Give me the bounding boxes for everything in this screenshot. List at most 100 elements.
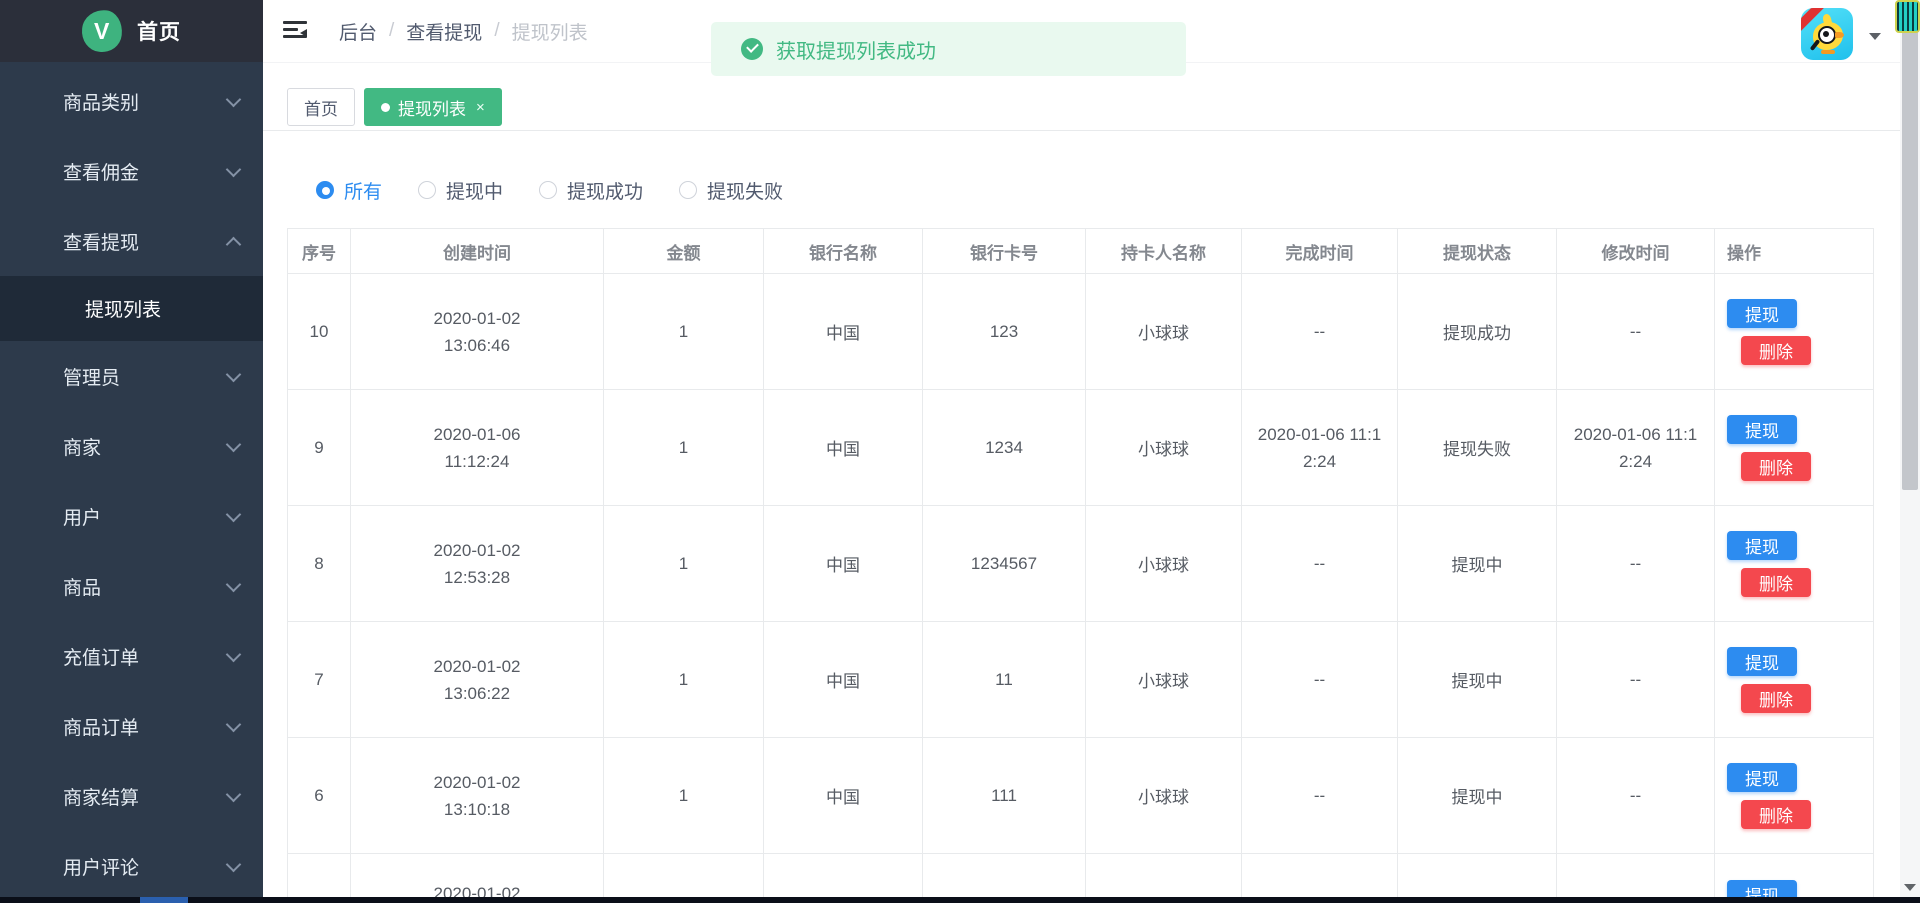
vertical-scrollbar (1900, 0, 1920, 897)
col-header-amount: 金额 (604, 228, 764, 274)
sidebar-item-merchant[interactable]: 商家 (0, 411, 263, 481)
cell-actions: 提现 删除 (1715, 854, 1874, 897)
filter-all[interactable]: 所有 (316, 177, 382, 204)
sidebar-collapse-icon[interactable] (283, 21, 307, 41)
cell-card (923, 854, 1086, 897)
bottom-taskbar-strip (0, 897, 1920, 903)
sidebar-item-admin[interactable]: 管理员 (0, 341, 263, 411)
table-row: 8 2020-01-02 12:53:28 1 中国 1234567 小球球 --… (287, 506, 1874, 622)
filter-withdrawing[interactable]: 提现中 (418, 177, 503, 204)
col-header-num: 序号 (287, 228, 351, 274)
withdraw-button[interactable]: 提现 (1727, 298, 1797, 328)
cell-num: 10 (287, 274, 351, 390)
tab-withdraw-list[interactable]: 提现列表 × (364, 88, 502, 126)
chevron-up-icon (225, 236, 242, 252)
breadcrumb-backend[interactable]: 后台 (339, 22, 378, 44)
cell-bank (764, 854, 923, 897)
tab-strip: 首页 提现列表 × (287, 88, 502, 126)
cell-created: 2020-01-06 11:12:24 (351, 390, 604, 506)
tab-close-icon[interactable]: × (476, 98, 485, 116)
col-header-bank: 银行名称 (764, 228, 923, 274)
chevron-down-icon (225, 716, 242, 732)
active-tab-dot-icon (381, 102, 390, 112)
sidebar-subitem-withdraw-list-active[interactable]: 提现列表 (0, 276, 263, 341)
col-header-card: 银行卡号 (923, 228, 1086, 274)
cell-card: 1234567 (923, 506, 1086, 622)
table-header-row: 序号 创建时间 金额 银行名称 银行卡号 持卡人名称 完成时间 提现状态 修改时… (287, 228, 1874, 274)
cell-amount: 1 (604, 738, 764, 854)
browser-extension-badge[interactable] (1895, 0, 1920, 33)
col-header-actions: 操作 (1715, 228, 1874, 274)
sidebar-menu: 商品类别 查看佣金 查看提现 提现列表 管理员 商家 (0, 66, 263, 901)
tab-divider (263, 130, 1920, 131)
cell-holder: 小球球 (1086, 738, 1242, 854)
chevron-down-icon (225, 161, 242, 177)
radio-icon (539, 181, 558, 199)
col-header-status: 提现状态 (1398, 228, 1557, 274)
cell-finish: 2020-01-06 11:12:24 (1242, 390, 1398, 506)
cell-holder: 小球球 (1086, 622, 1242, 738)
delete-button[interactable]: 删除 (1741, 799, 1811, 829)
tab-home[interactable]: 首页 (287, 88, 355, 126)
sidebar-item-view-withdraw[interactable]: 查看提现 (0, 206, 263, 276)
table-row: 7 2020-01-02 13:06:22 1 中国 11 小球球 -- 提现中 … (287, 622, 1874, 738)
table-row: 9 2020-01-06 11:12:24 1 中国 1234 小球球 2020-… (287, 390, 1874, 506)
sidebar-item-recharge-orders[interactable]: 充值订单 (0, 621, 263, 691)
delete-button[interactable]: 删除 (1741, 451, 1811, 481)
scrollbar-thumb[interactable] (1902, 22, 1918, 490)
success-check-icon (741, 38, 763, 60)
chevron-down-icon (225, 576, 242, 592)
delete-button[interactable]: 删除 (1741, 335, 1811, 365)
table-row: 6 2020-01-02 13:10:18 1 中国 111 小球球 -- 提现中… (287, 738, 1874, 854)
cell-status: 提现中 (1398, 738, 1557, 854)
cell-modified: -- (1557, 622, 1715, 738)
chevron-down-icon (225, 366, 242, 382)
cell-amount: 1 (604, 274, 764, 390)
cell-actions: 提现 删除 (1715, 506, 1874, 622)
sidebar-item-merchant-settlement[interactable]: 商家结算 (0, 761, 263, 831)
withdraw-button[interactable]: 提现 (1727, 880, 1797, 897)
filter-withdraw-fail[interactable]: 提现失败 (679, 177, 783, 204)
sidebar-item-view-commission[interactable]: 查看佣金 (0, 136, 263, 206)
withdraw-button[interactable]: 提现 (1727, 414, 1797, 444)
withdraw-button[interactable]: 提现 (1727, 530, 1797, 560)
cell-modified: 2020-01-06 11:12:24 (1557, 390, 1715, 506)
breadcrumb-separator: / (494, 20, 500, 41)
cell-status: 提现失败 (1398, 390, 1557, 506)
table-row: 10 2020-01-02 13:06:46 1 中国 123 小球球 -- 提现… (287, 274, 1874, 390)
alert-message: 获取提现列表成功 (776, 40, 936, 63)
chevron-down-icon (225, 786, 242, 802)
cell-bank: 中国 (764, 506, 923, 622)
sidebar-item-goods-category[interactable]: 商品类别 (0, 66, 263, 136)
breadcrumb-view-withdraw[interactable]: 查看提现 (406, 22, 483, 44)
sidebar-item-user[interactable]: 用户 (0, 481, 263, 551)
cell-holder (1086, 854, 1242, 897)
cell-created: 2020-01-02 (351, 854, 604, 897)
scrollbar-down-arrow-icon[interactable] (1904, 884, 1916, 891)
cell-actions: 提现 删除 (1715, 622, 1874, 738)
table-row: 2020-01-02 提现 删除 (287, 854, 1874, 897)
withdraw-button[interactable]: 提现 (1727, 762, 1797, 792)
delete-button[interactable]: 删除 (1741, 567, 1811, 597)
user-avatar[interactable] (1801, 8, 1853, 60)
radio-icon (418, 181, 437, 199)
cell-created: 2020-01-02 13:06:22 (351, 622, 604, 738)
sidebar-item-user-comments[interactable]: 用户评论 (0, 831, 263, 901)
user-menu-caret-icon[interactable] (1869, 33, 1881, 40)
cell-card: 1234 (923, 390, 1086, 506)
sidebar-item-goods-orders[interactable]: 商品订单 (0, 691, 263, 761)
sidebar-logo-area[interactable]: V 首页 (0, 0, 263, 62)
radio-icon (679, 181, 698, 199)
delete-button[interactable]: 删除 (1741, 683, 1811, 713)
col-header-modified: 修改时间 (1557, 228, 1715, 274)
withdraw-button[interactable]: 提现 (1727, 646, 1797, 676)
cell-actions: 提现 删除 (1715, 274, 1874, 390)
cell-modified (1557, 854, 1715, 897)
cell-created: 2020-01-02 13:06:46 (351, 274, 604, 390)
breadcrumb: 后台 / 查看提现 / 提现列表 (339, 0, 588, 62)
sidebar: V 首页 商品类别 查看佣金 查看提现 提现列表 管理员 (0, 0, 263, 897)
cell-modified: -- (1557, 506, 1715, 622)
filter-withdraw-success[interactable]: 提现成功 (539, 177, 643, 204)
sidebar-item-goods[interactable]: 商品 (0, 551, 263, 621)
